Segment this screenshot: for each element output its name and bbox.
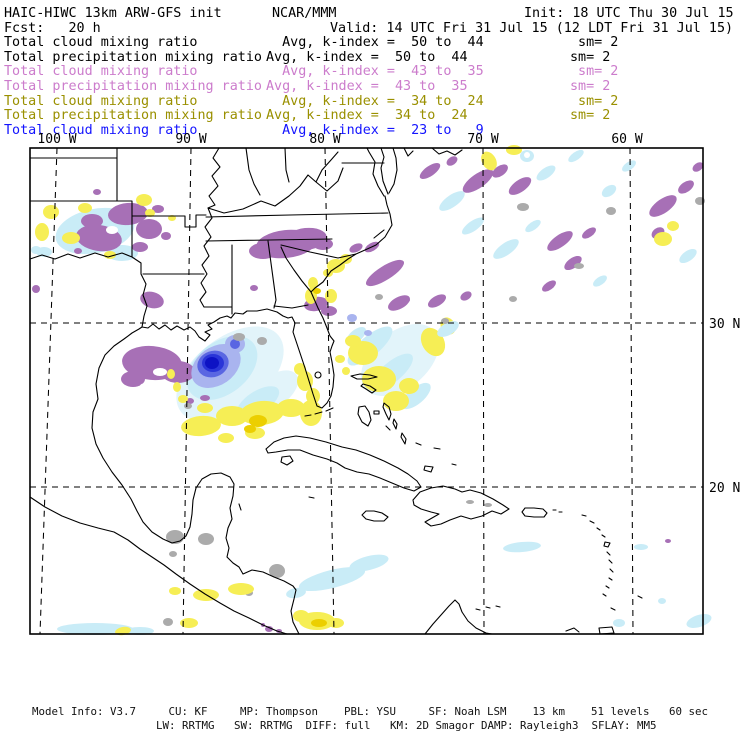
coast-pacific bbox=[29, 496, 288, 635]
coastlines bbox=[29, 147, 643, 635]
us-state-borders bbox=[29, 147, 389, 328]
legend-row: Total cloud mixing ratio Avg, k-index = … bbox=[0, 65, 740, 80]
lat-label-30n: 30 N bbox=[709, 317, 740, 332]
island-cuba bbox=[265, 435, 422, 492]
islands-lesser-antilles bbox=[581, 514, 643, 635]
legend-row-stat: Avg, k-index = 50 to 44 bbox=[266, 49, 468, 65]
legend-row-stat: Avg, k-index = 34 to 24 bbox=[266, 93, 484, 109]
meridian-70w bbox=[482, 147, 485, 635]
island-cayman bbox=[308, 496, 315, 499]
islands-bahamas bbox=[350, 373, 457, 473]
model-info-line-2: LW: RRTMG SW: RRTMG DIFF: full KM: 2D Sm… bbox=[156, 719, 657, 732]
coast-mexico-central-america bbox=[91, 398, 300, 635]
legend-row-sm: sm= 2 bbox=[570, 64, 619, 80]
meridian-60w bbox=[629, 147, 634, 635]
legend-row-label: Total precipitation mixing ratio bbox=[4, 49, 262, 65]
init-time: Init: 18 UTC Thu 30 Jul 15 bbox=[524, 6, 734, 21]
legend-row-stat: Avg, k-index = 50 to 44 bbox=[266, 35, 484, 51]
meridian-90w bbox=[182, 147, 192, 635]
coast-us-gulf-atlantic bbox=[95, 195, 393, 409]
legend-row-label: Total cloud mixing ratio bbox=[4, 122, 198, 138]
island-puerto-rico bbox=[521, 507, 548, 518]
model-name: HAIC-HIWC 13km ARW-GFS init bbox=[4, 6, 222, 21]
islands-virgin bbox=[552, 509, 563, 513]
island-hispaniola bbox=[412, 485, 510, 527]
header-line-1: HAIC-HIWC 13km ARW-GFS init NCAR/MMM Ini… bbox=[0, 6, 740, 22]
legend-row: Total cloud mixing ratio Avg, k-index = … bbox=[0, 122, 740, 139]
legend-row-stat: Avg, k-index = 43 to 35 bbox=[266, 79, 468, 94]
lon-label-80w: 80 W bbox=[309, 132, 340, 147]
header-line-2: Fcst: 20 h Valid: 14 UTC Fri 31 Jul 15 (… bbox=[0, 20, 740, 37]
legend-row-label: Total precipitation mixing ratio bbox=[4, 79, 262, 94]
legend-row-stat: Avg, k-index = 23 to 9 bbox=[266, 122, 484, 138]
lon-label-100w: 100 W bbox=[37, 132, 76, 147]
legend-row-label: Total cloud mixing ratio bbox=[4, 35, 198, 51]
legend-row: Total cloud mixing ratio Avg, k-index = … bbox=[0, 36, 740, 51]
lon-label-70w: 70 W bbox=[467, 132, 498, 147]
legend-row-label: Total cloud mixing ratio bbox=[4, 93, 198, 109]
overlay-blobs bbox=[31, 145, 712, 636]
legend-row-sm: sm= 2 bbox=[570, 49, 611, 65]
legend-row-label: Total cloud mixing ratio bbox=[4, 64, 198, 80]
model-info-line-1: Model Info: V3.7 CU: KF MP: Thompson PBL… bbox=[32, 705, 709, 718]
legend-row: Total precipitation mixing ratio Avg, k-… bbox=[0, 79, 740, 95]
legend-row-sm: sm= 2 bbox=[570, 79, 611, 94]
lon-label-90w: 90 W bbox=[175, 132, 206, 147]
meridian-100w bbox=[39, 147, 58, 635]
legend-row-sm: sm= 2 bbox=[570, 108, 611, 124]
meridian-80w bbox=[324, 147, 335, 635]
legend-row: Total precipitation mixing ratio Avg, k-… bbox=[0, 49, 740, 66]
legend-row-label: Total precipitation mixing ratio bbox=[4, 108, 262, 124]
chesapeake-bay bbox=[366, 147, 398, 197]
legend-row-stat: Avg, k-index = 34 to 24 bbox=[266, 108, 468, 124]
valid-time: Valid: 14 UTC Fri 31 Jul 15 (12 LDT Fri … bbox=[330, 20, 734, 36]
island-cozumel bbox=[238, 503, 242, 511]
legend-row-sm: sm= 2 bbox=[570, 93, 619, 109]
plot-header: HAIC-HIWC 13km ARW-GFS init NCAR/MMM Ini… bbox=[0, 6, 740, 147]
legend-row-sm: sm= 2 bbox=[570, 35, 619, 51]
map-axis-labels: 100 W 90 W 80 W 70 W 60 W 30 N 20 N bbox=[37, 132, 740, 496]
legend-row-stat: Avg, k-index = 43 to 35 bbox=[266, 64, 484, 80]
lon-label-60w: 60 W bbox=[611, 132, 642, 147]
legend-row: Total cloud mixing ratio Avg, k-index = … bbox=[0, 93, 740, 110]
forecast-hour: Fcst: 20 h bbox=[4, 20, 101, 36]
graticule-gridlines bbox=[30, 147, 703, 635]
island-jamaica bbox=[361, 510, 389, 522]
coast-south-america bbox=[424, 599, 580, 635]
island-isle-of-youth bbox=[280, 455, 294, 466]
map-frame bbox=[29, 147, 704, 635]
lake-okeechobee bbox=[314, 371, 322, 379]
coast-northeast-fragments bbox=[373, 147, 463, 239]
org-name: NCAR/MMM bbox=[272, 6, 337, 21]
coast-florida-keys bbox=[304, 407, 334, 417]
legend-row: Total precipitation mixing ratio Avg, k-… bbox=[0, 109, 740, 124]
lat-label-20n: 20 N bbox=[709, 481, 740, 496]
